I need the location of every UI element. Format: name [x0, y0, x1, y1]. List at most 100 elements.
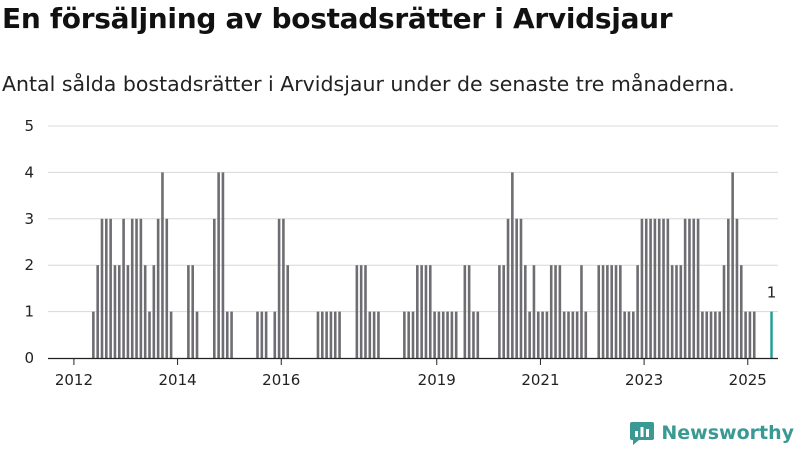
bar	[105, 218, 108, 358]
bar-chart-speech-bubble-icon	[630, 422, 655, 445]
bar	[575, 311, 579, 358]
bar	[644, 218, 648, 358]
bar	[688, 218, 691, 358]
bar	[619, 265, 622, 358]
bar	[701, 311, 704, 358]
bar	[225, 311, 229, 358]
bar	[683, 218, 687, 358]
bar	[437, 311, 441, 358]
bar	[256, 311, 259, 358]
bar	[554, 265, 557, 358]
bar	[325, 311, 328, 358]
bar	[580, 265, 583, 358]
y-tick-label: 2	[24, 256, 34, 274]
bar	[96, 265, 99, 358]
tick-labels: 0 1 2 3 4 5 1 2012 2014 2016 2019 2021 2023 2025	[24, 117, 776, 389]
bar	[156, 218, 160, 358]
bar	[221, 172, 225, 358]
bar	[562, 311, 566, 358]
bar	[277, 218, 281, 358]
bar	[731, 172, 734, 358]
bar	[528, 311, 531, 358]
bar	[161, 172, 164, 358]
bar	[571, 311, 575, 358]
bar	[727, 218, 730, 358]
bar	[195, 311, 199, 358]
bar	[606, 265, 609, 358]
chart-subtitle: Antal sålda bostadsrätter i Arvidsjaur u…	[2, 72, 735, 96]
bar	[407, 311, 410, 358]
bar	[541, 311, 544, 358]
bar	[126, 265, 130, 358]
bar	[649, 218, 652, 358]
x-axis	[48, 357, 778, 365]
brand-name: Newsworthy	[661, 422, 794, 444]
bar	[506, 218, 510, 358]
bar	[139, 218, 143, 358]
bar	[411, 311, 415, 358]
bar	[463, 265, 467, 358]
bar	[359, 265, 363, 358]
bar	[718, 311, 721, 358]
bar	[472, 311, 475, 358]
bar	[338, 311, 341, 358]
y-tick-label: 0	[24, 349, 34, 367]
bar	[217, 172, 220, 358]
bar	[377, 311, 380, 358]
bar	[213, 218, 216, 358]
bar	[614, 265, 618, 358]
bar	[515, 218, 518, 358]
bar	[692, 218, 696, 358]
x-tick-label: 2021	[521, 371, 559, 389]
bar	[679, 265, 683, 358]
x-tick-label: 2014	[158, 371, 196, 389]
bar	[752, 311, 756, 358]
y-tick-label: 1	[24, 303, 34, 321]
bar	[714, 311, 717, 358]
bar	[333, 311, 337, 358]
chart-title: En försäljning av bostadsrätter i Arvids…	[2, 2, 673, 35]
bar	[675, 265, 678, 358]
bar	[739, 265, 743, 358]
bar	[627, 311, 631, 358]
bar	[696, 218, 700, 358]
bar	[416, 265, 419, 358]
bar	[610, 265, 613, 358]
y-tick-label: 4	[24, 163, 34, 181]
bar	[709, 311, 713, 358]
bar	[368, 311, 372, 358]
bar	[722, 265, 726, 358]
bar	[364, 265, 367, 358]
bar	[657, 218, 661, 358]
bar	[403, 311, 406, 358]
bar	[260, 311, 264, 358]
bar	[273, 311, 277, 358]
x-tick-label: 2025	[729, 371, 767, 389]
bar	[636, 265, 639, 358]
highlight-value-label: 1	[767, 284, 777, 302]
bar	[441, 311, 445, 358]
bar	[130, 218, 134, 358]
bar	[662, 218, 665, 358]
bar	[454, 311, 458, 358]
bar	[187, 265, 190, 358]
bar	[653, 218, 657, 358]
bar	[264, 311, 268, 358]
bar-chart: 0 1 2 3 4 5 1 2012 2014 2016 2019 2021 2023 2025	[24, 117, 778, 389]
bar	[446, 311, 449, 358]
bar	[109, 218, 112, 358]
bar	[744, 311, 747, 358]
bar	[420, 265, 423, 358]
bar	[670, 265, 674, 358]
bar	[549, 265, 553, 358]
bar	[735, 218, 739, 358]
x-tick-label: 2019	[418, 371, 456, 389]
bar	[169, 311, 173, 358]
bar	[286, 265, 290, 358]
bar	[536, 311, 540, 358]
bar	[498, 265, 501, 358]
bar	[640, 218, 644, 358]
bar	[282, 218, 285, 358]
bar	[519, 218, 523, 358]
bar	[355, 265, 359, 358]
